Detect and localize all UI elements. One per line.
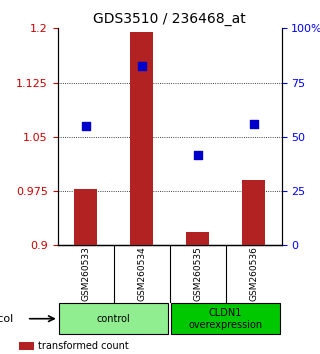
Point — [139, 63, 144, 69]
Bar — [131, 32, 153, 245]
Point — [83, 123, 88, 129]
Text: GSM260535: GSM260535 — [193, 247, 202, 302]
Title: GDS3510 / 236468_at: GDS3510 / 236468_at — [93, 12, 246, 26]
Text: transformed count: transformed count — [38, 341, 129, 351]
Bar — [74, 189, 97, 245]
Bar — [242, 180, 265, 245]
Bar — [186, 232, 209, 245]
Text: CLDN1
overexpression: CLDN1 overexpression — [188, 308, 263, 330]
Text: GSM260534: GSM260534 — [137, 247, 146, 301]
Text: protocol: protocol — [0, 314, 13, 324]
Text: control: control — [97, 314, 131, 324]
Bar — [19, 342, 34, 350]
Text: GSM260533: GSM260533 — [81, 247, 90, 302]
FancyBboxPatch shape — [171, 303, 280, 334]
Point — [195, 152, 200, 158]
FancyBboxPatch shape — [59, 303, 168, 334]
Text: GSM260536: GSM260536 — [249, 247, 258, 302]
Point — [251, 121, 256, 127]
